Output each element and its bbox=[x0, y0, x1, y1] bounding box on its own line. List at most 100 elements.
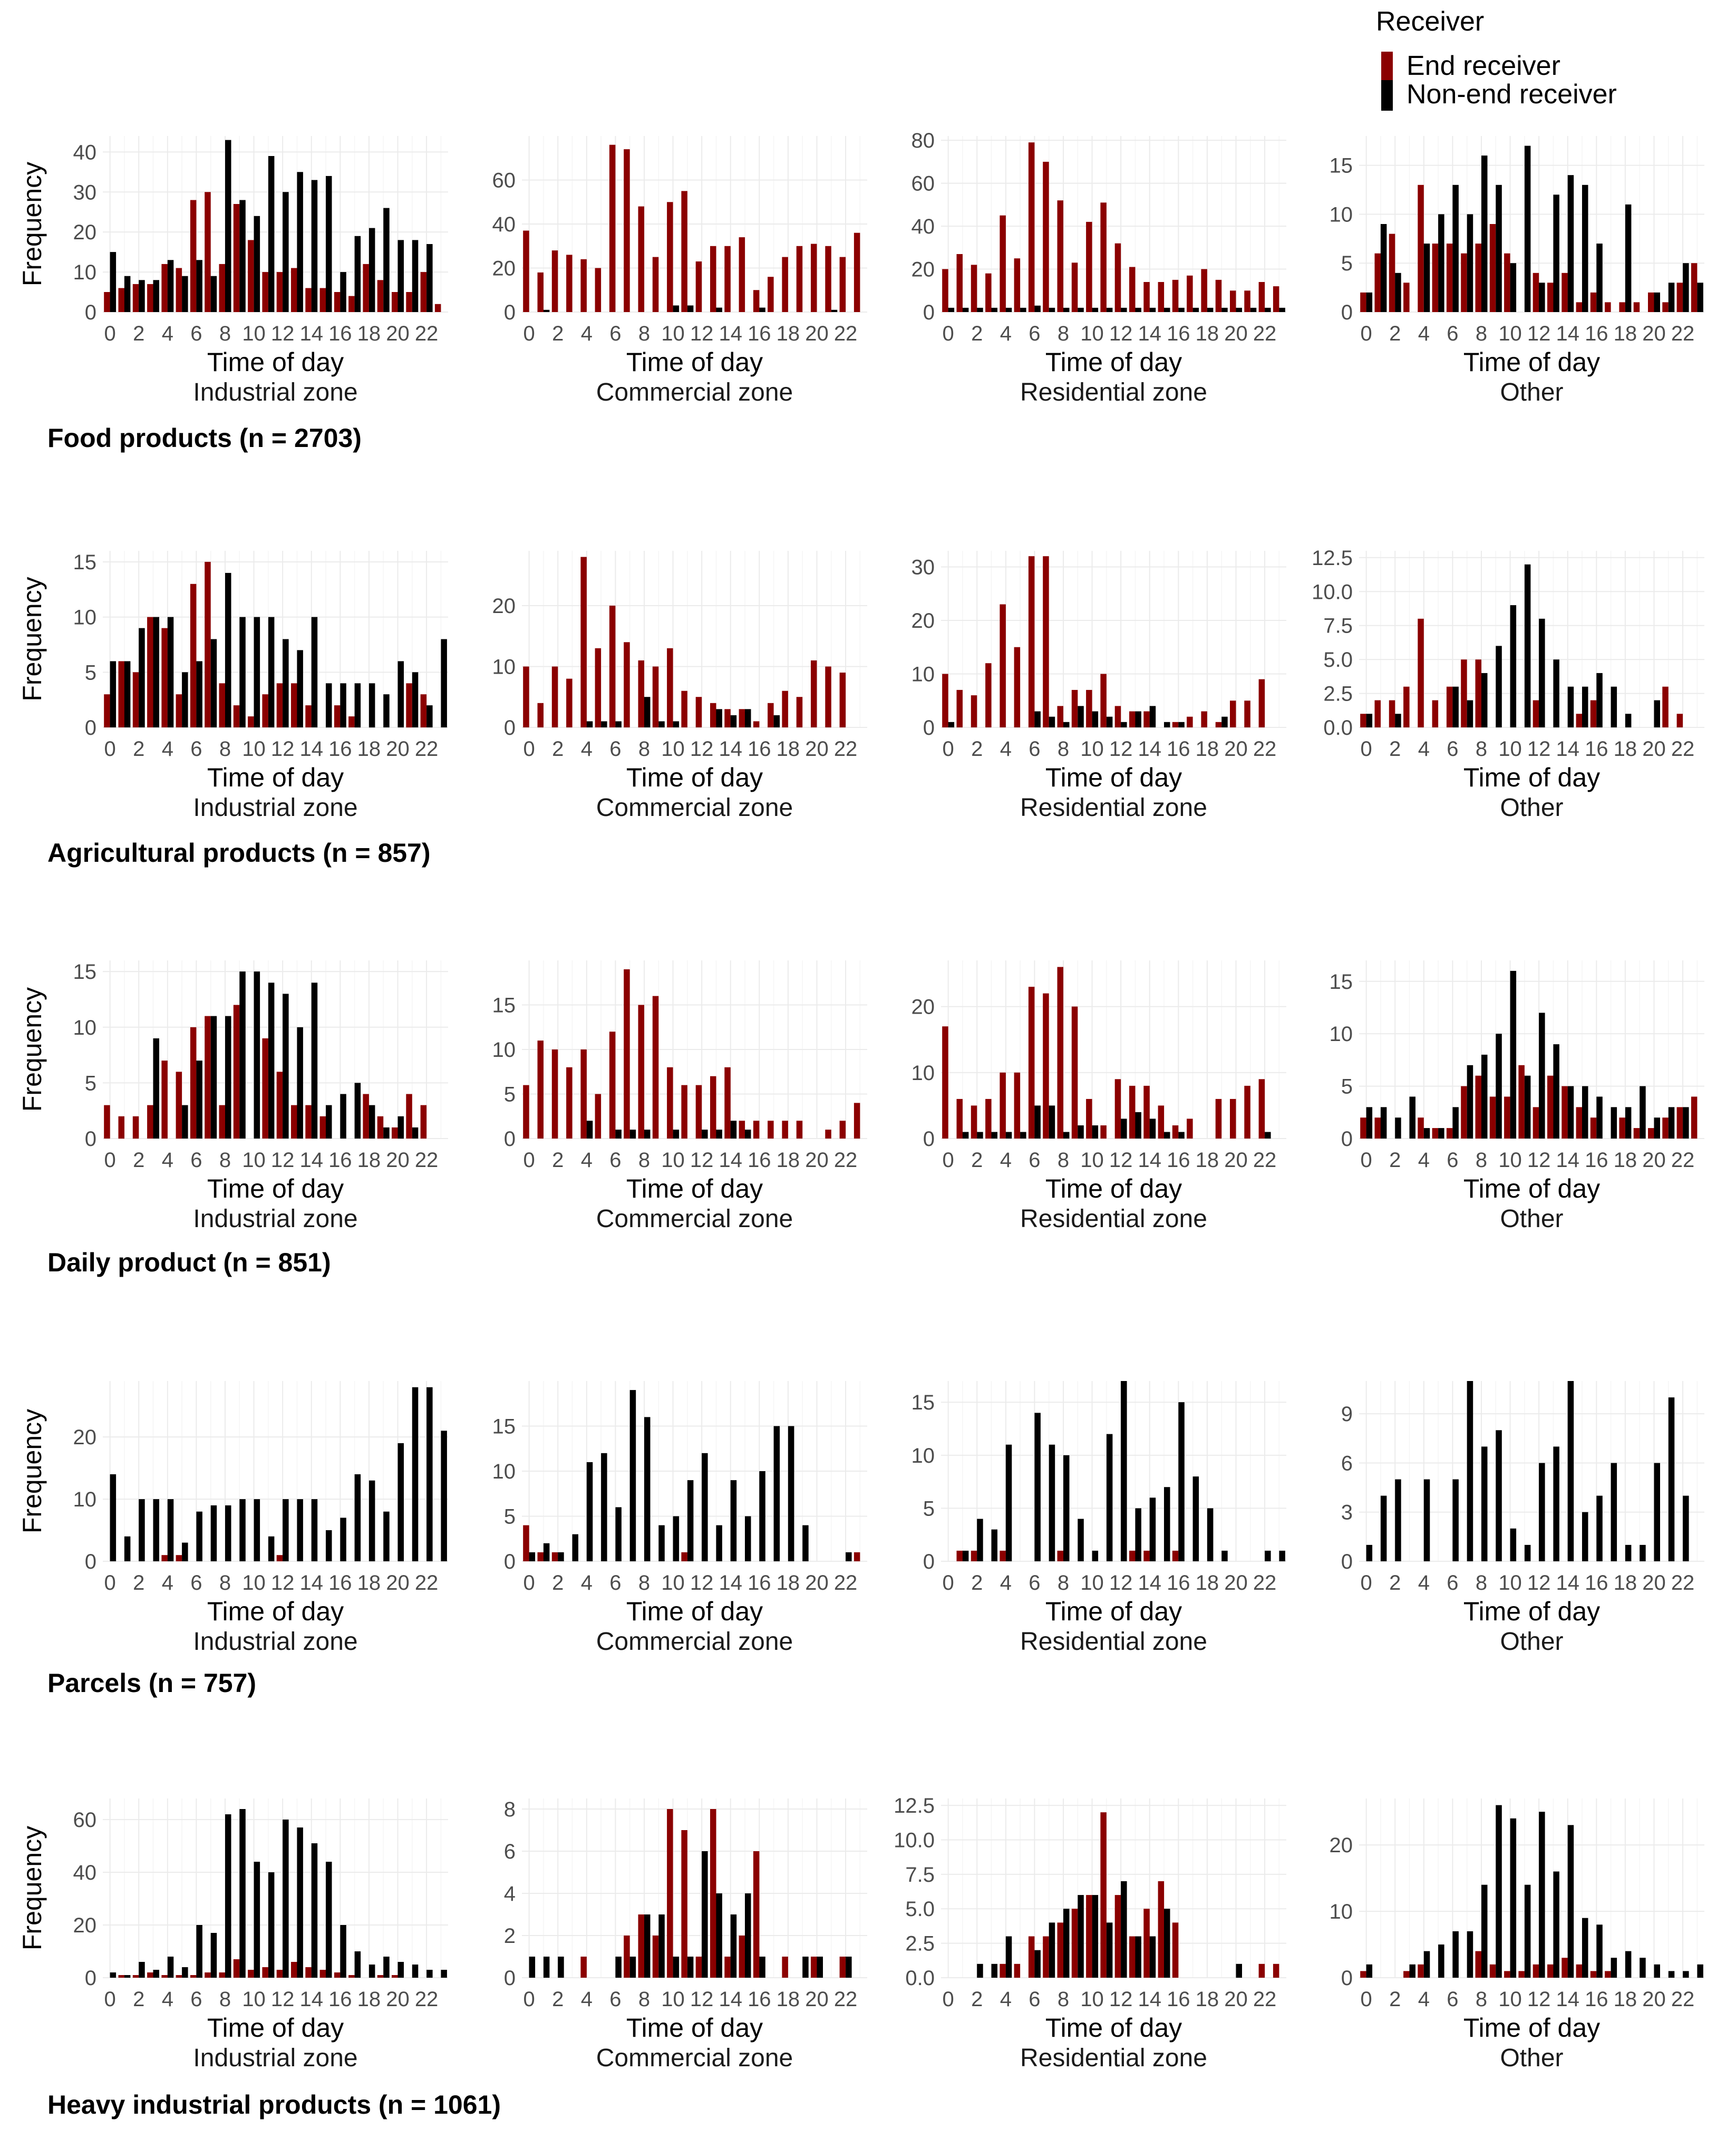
bar-end-receiver-hour-19 bbox=[1215, 1098, 1222, 1139]
bar-end-receiver-hour-11 bbox=[262, 1038, 268, 1139]
x-tick-label: 18 bbox=[777, 322, 800, 345]
x-tick-label: 14 bbox=[1556, 737, 1579, 761]
bar-end-receiver-hour-23 bbox=[854, 1552, 860, 1561]
bar-non-end-receiver-hour-14 bbox=[730, 1914, 737, 1978]
x-tick-label: 4 bbox=[1418, 1571, 1430, 1594]
bar-end-receiver-hour-17 bbox=[768, 277, 774, 312]
bar-non-end-receiver-hour-8 bbox=[644, 1914, 651, 1978]
bar-end-receiver-hour-16 bbox=[1172, 279, 1179, 312]
bar-non-end-receiver-hour-22 bbox=[846, 1957, 852, 1978]
bar-non-end-receiver-hour-2 bbox=[558, 1957, 564, 1978]
bar-end-receiver-hour-13 bbox=[1547, 283, 1554, 312]
bar-end-receiver-hour-18 bbox=[1201, 711, 1207, 727]
x-tick-label: 12 bbox=[1109, 322, 1133, 345]
bar-end-receiver-hour-12 bbox=[1114, 243, 1121, 312]
bar-end-receiver-hour-15 bbox=[1576, 302, 1583, 312]
bar-end-receiver-hour-18 bbox=[782, 1121, 788, 1139]
bar-non-end-receiver-hour-11 bbox=[1524, 564, 1531, 727]
zone-label: Industrial zone bbox=[193, 1628, 357, 1656]
bar-end-receiver-hour-0 bbox=[1360, 714, 1366, 727]
bar-non-end-receiver-hour-5 bbox=[182, 1542, 188, 1561]
y-tick-label: 10 bbox=[911, 663, 935, 686]
bar-end-receiver-hour-2 bbox=[551, 666, 558, 727]
x-tick-label: 8 bbox=[219, 1149, 231, 1172]
bar-end-receiver-hour-3 bbox=[985, 1098, 992, 1139]
bar-end-receiver-hour-4 bbox=[580, 1049, 587, 1139]
x-tick-label: 4 bbox=[1418, 737, 1430, 761]
x-tick-label: 22 bbox=[1671, 1571, 1695, 1594]
bar-end-receiver-hour-10 bbox=[667, 1809, 673, 1978]
bar-end-receiver-hour-14 bbox=[724, 246, 731, 313]
x-tick-label: 12 bbox=[1527, 322, 1551, 345]
bar-end-receiver-hour-19 bbox=[1633, 1128, 1640, 1139]
y-tick-label: 15 bbox=[73, 551, 97, 574]
x-tick-label: 14 bbox=[719, 1571, 742, 1594]
x-tick-label: 2 bbox=[1389, 322, 1401, 345]
bar-non-end-receiver-hour-22 bbox=[1683, 1495, 1689, 1561]
bar-end-receiver-hour-0 bbox=[1360, 1971, 1366, 1978]
x-tick-label: 20 bbox=[386, 322, 410, 345]
bar-non-end-receiver-hour-6 bbox=[615, 1957, 622, 1978]
bar-non-end-receiver-hour-10 bbox=[254, 216, 260, 312]
bar-end-receiver-hour-5 bbox=[1014, 647, 1021, 727]
bar-non-end-receiver-hour-9 bbox=[658, 1914, 665, 1978]
x-axis-title: Time of day bbox=[626, 763, 763, 792]
group-heavy-industrial-products-title: Heavy industrial products (n = 1061) bbox=[47, 2090, 501, 2119]
x-tick-label: 0 bbox=[1361, 322, 1372, 345]
x-tick-label: 0 bbox=[104, 1149, 116, 1172]
bar-non-end-receiver-hour-2 bbox=[977, 1963, 983, 1978]
bar-non-end-receiver-hour-8 bbox=[1481, 1054, 1488, 1139]
bar-non-end-receiver-hour-3 bbox=[1409, 1096, 1415, 1139]
bar-end-receiver-hour-7 bbox=[205, 561, 211, 727]
bar-non-end-receiver-hour-16 bbox=[1596, 673, 1603, 727]
bar-non-end-receiver-hour-15 bbox=[745, 1516, 751, 1561]
bar-non-end-receiver-hour-9 bbox=[1078, 1895, 1084, 1978]
bar-non-end-receiver-hour-0 bbox=[110, 661, 117, 727]
x-tick-label: 14 bbox=[1556, 322, 1579, 345]
zone-label: Industrial zone bbox=[193, 2044, 357, 2072]
bar-end-receiver-hour-11 bbox=[262, 272, 268, 312]
bar-non-end-receiver-hour-12 bbox=[1121, 1881, 1127, 1978]
zone-label: Other bbox=[1500, 1205, 1563, 1233]
y-tick-label: 0 bbox=[85, 1967, 96, 1990]
bar-end-receiver-hour-23 bbox=[854, 232, 860, 312]
bar-non-end-receiver-hour-22 bbox=[1683, 263, 1689, 312]
bar-non-end-receiver-hour-13 bbox=[1553, 195, 1559, 312]
bar-non-end-receiver-hour-14 bbox=[311, 180, 318, 312]
bar-end-receiver-hour-22 bbox=[1258, 679, 1265, 727]
y-tick-label: 6 bbox=[504, 1840, 516, 1863]
bar-end-receiver-hour-3 bbox=[1403, 1971, 1410, 1978]
bar-non-end-receiver-hour-17 bbox=[1192, 1476, 1199, 1561]
bar-end-receiver-hour-1 bbox=[537, 1041, 544, 1139]
x-tick-label: 8 bbox=[1058, 1988, 1069, 2011]
bar-end-receiver-hour-12 bbox=[1533, 1107, 1539, 1139]
x-tick-label: 6 bbox=[1029, 1988, 1040, 2011]
bar-end-receiver-hour-3 bbox=[1403, 283, 1410, 312]
x-tick-label: 10 bbox=[661, 737, 685, 761]
bar-end-receiver-hour-22 bbox=[1676, 283, 1683, 312]
y-tick-label: 0 bbox=[85, 716, 96, 740]
bar-non-end-receiver-hour-0 bbox=[110, 252, 117, 312]
bar-end-receiver-hour-3 bbox=[566, 255, 573, 312]
bar-non-end-receiver-hour-20 bbox=[1654, 700, 1660, 727]
bar-non-end-receiver-hour-8 bbox=[1481, 1884, 1488, 1978]
bar-non-end-receiver-hour-6 bbox=[615, 721, 622, 727]
bar-end-receiver-hour-22 bbox=[1258, 1079, 1265, 1139]
bar-end-receiver-hour-4 bbox=[161, 628, 168, 727]
x-tick-label: 10 bbox=[1080, 1988, 1104, 2011]
zone-label: Other bbox=[1500, 1628, 1563, 1656]
bar-end-receiver-hour-20 bbox=[811, 660, 817, 727]
bar-end-receiver-hour-16 bbox=[753, 290, 760, 313]
x-tick-label: 20 bbox=[805, 737, 829, 761]
bar-non-end-receiver-hour-17 bbox=[354, 1474, 361, 1561]
bar-non-end-receiver-hour-10 bbox=[673, 305, 680, 312]
bar-end-receiver-hour-14 bbox=[1143, 1550, 1150, 1561]
y-tick-label: 10 bbox=[1330, 1900, 1353, 1923]
bar-end-receiver-hour-0 bbox=[104, 694, 110, 727]
bar-end-receiver-hour-16 bbox=[334, 1972, 341, 1978]
x-tick-label: 18 bbox=[1614, 1571, 1637, 1594]
bar-non-end-receiver-hour-13 bbox=[716, 307, 722, 312]
bar-non-end-receiver-hour-13 bbox=[297, 1499, 303, 1561]
bar-non-end-receiver-hour-9 bbox=[239, 971, 246, 1139]
bar-non-end-receiver-hour-14 bbox=[1567, 686, 1574, 727]
